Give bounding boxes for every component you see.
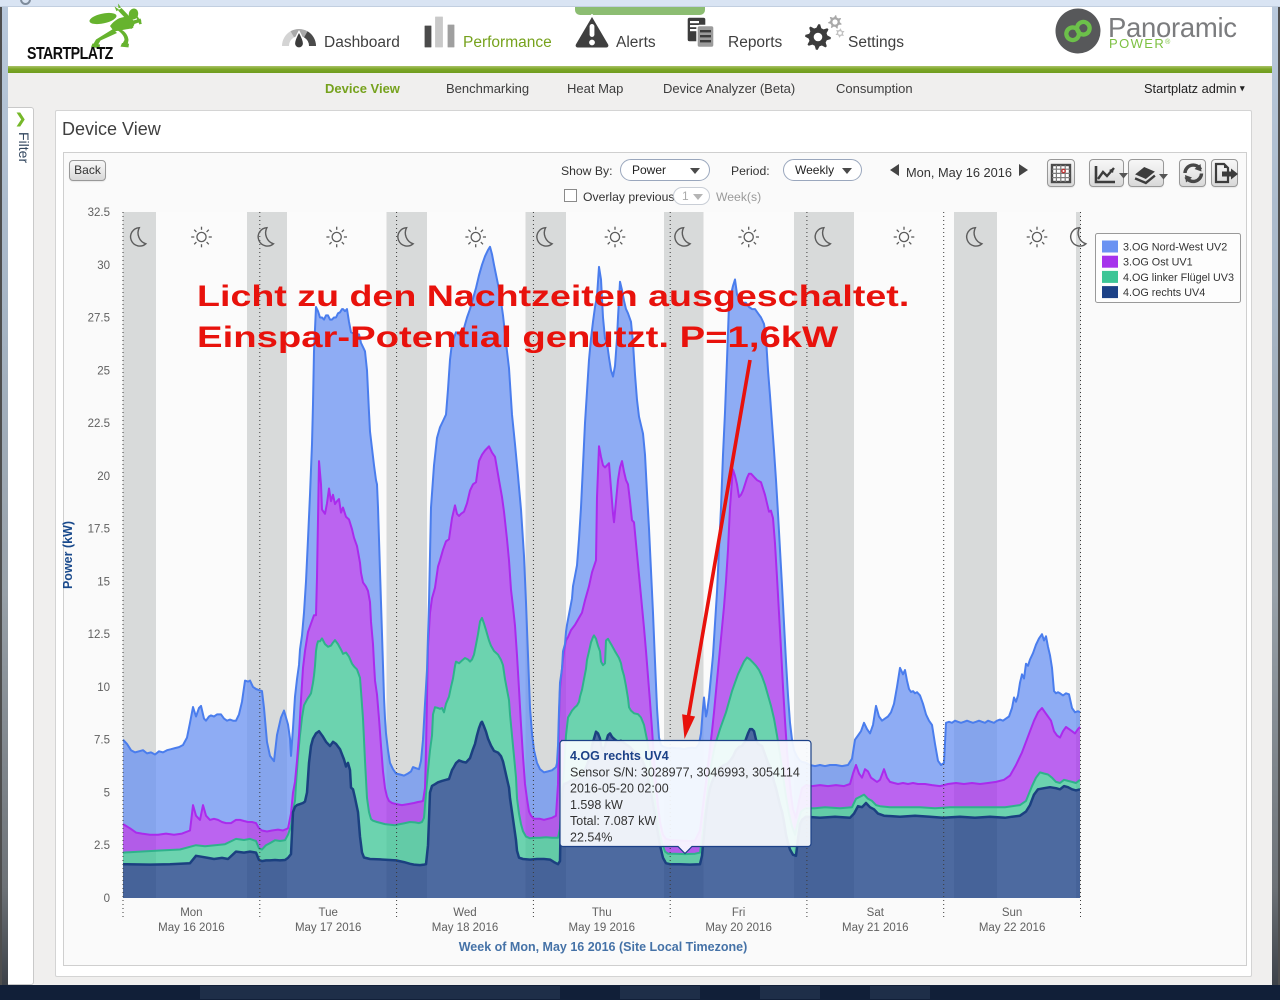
svg-text:32.5: 32.5 — [88, 207, 110, 219]
svg-text:2.5: 2.5 — [94, 840, 110, 852]
svg-text:1.598 kW: 1.598 kW — [570, 798, 623, 812]
svg-text:Mon: Mon — [180, 907, 202, 919]
svg-text:7.5: 7.5 — [94, 735, 110, 747]
svg-text:May 18 2016: May 18 2016 — [432, 922, 499, 934]
svg-text:10: 10 — [97, 682, 110, 694]
svg-text:Sun: Sun — [1002, 907, 1022, 919]
svg-text:May 16 2016: May 16 2016 — [158, 922, 225, 934]
svg-text:17.5: 17.5 — [88, 524, 110, 536]
svg-text:3.OG Nord-West UV2: 3.OG Nord-West UV2 — [1123, 242, 1227, 254]
svg-text:2016-05-20 02:00: 2016-05-20 02:00 — [570, 782, 669, 796]
svg-text:12.5: 12.5 — [88, 629, 110, 641]
svg-text:Sensor S/N: 3028977, 3046993,: Sensor S/N: 3028977, 3046993, 3054114 — [570, 765, 800, 779]
svg-text:5: 5 — [104, 788, 110, 800]
svg-text:POWER®: POWER® — [1109, 36, 1172, 51]
svg-text:Total: 7.087 kW: Total: 7.087 kW — [570, 814, 656, 828]
svg-text:Panoramic: Panoramic — [1108, 12, 1237, 43]
svg-text:Thu: Thu — [592, 907, 612, 919]
svg-text:30: 30 — [97, 260, 110, 272]
svg-text:May 21 2016: May 21 2016 — [842, 922, 909, 934]
svg-text:Sat: Sat — [867, 907, 885, 919]
svg-text:22.54%: 22.54% — [570, 831, 612, 845]
svg-text:Tue: Tue — [319, 907, 338, 919]
svg-text:Licht zu den Nachtzeiten ausge: Licht zu den Nachtzeiten ausgeschaltet. — [197, 280, 909, 314]
svg-text:Einspar-Potential genutzt. P=1: Einspar-Potential genutzt. P=1,6kW — [197, 321, 839, 354]
svg-text:Power (kW): Power (kW) — [61, 521, 75, 589]
svg-text:May 20 2016: May 20 2016 — [705, 922, 772, 934]
svg-text:Fri: Fri — [732, 907, 745, 919]
svg-text:4.OG rechts UV4: 4.OG rechts UV4 — [570, 749, 669, 763]
svg-text:0: 0 — [104, 893, 110, 905]
svg-text:May 17 2016: May 17 2016 — [295, 922, 362, 934]
svg-text:May 22 2016: May 22 2016 — [979, 922, 1046, 934]
svg-text:4.OG rechts UV4: 4.OG rechts UV4 — [1123, 287, 1205, 299]
svg-text:27.5: 27.5 — [88, 313, 110, 325]
svg-text:25: 25 — [97, 365, 110, 377]
svg-text:22.5: 22.5 — [88, 418, 110, 430]
svg-text:4.OG linker Flügel UV3: 4.OG linker Flügel UV3 — [1123, 272, 1234, 284]
svg-text:3.OG Ost UV1: 3.OG Ost UV1 — [1123, 257, 1193, 269]
svg-text:May 19 2016: May 19 2016 — [569, 922, 636, 934]
svg-text:20: 20 — [97, 471, 110, 483]
svg-text:Week of Mon, May 16 2016 (Site: Week of Mon, May 16 2016 (Site Local Tim… — [459, 940, 748, 954]
svg-text:Wed: Wed — [453, 907, 476, 919]
svg-text:15: 15 — [97, 576, 110, 588]
